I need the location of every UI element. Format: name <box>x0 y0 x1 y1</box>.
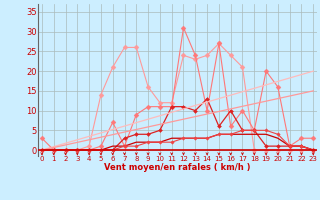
X-axis label: Vent moyen/en rafales ( km/h ): Vent moyen/en rafales ( km/h ) <box>104 163 251 172</box>
